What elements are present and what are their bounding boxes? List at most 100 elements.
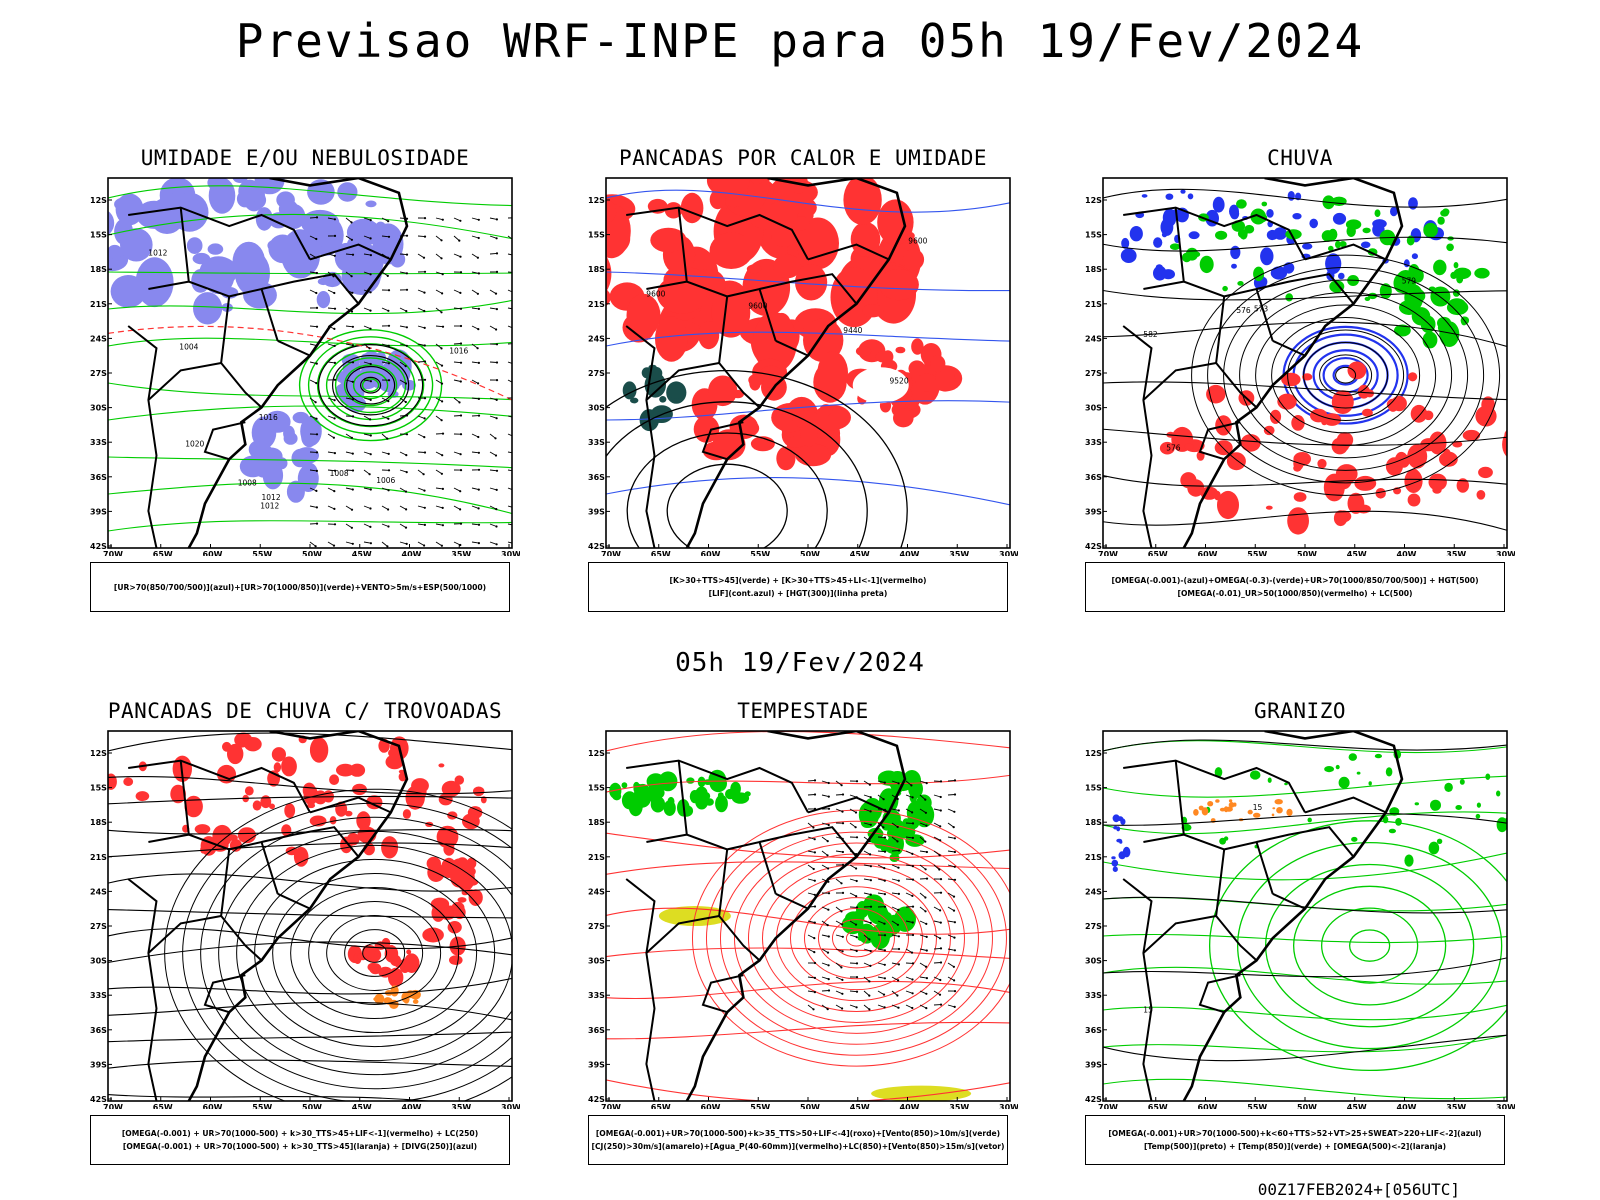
wind-vector [821, 962, 829, 966]
wind-vector [350, 275, 353, 278]
omega-green-area [1406, 235, 1415, 246]
wind-green-area [709, 775, 727, 793]
height-500-contour [1271, 316, 1421, 434]
wind-vector [897, 809, 900, 812]
wind-vector [933, 864, 940, 870]
wind-vector [855, 780, 859, 783]
wind-vector [863, 920, 871, 924]
wind-vector [351, 488, 354, 491]
wind-vector [471, 523, 480, 526]
wind-vector [387, 452, 390, 455]
wind-vector [363, 343, 370, 349]
wind-vector [435, 451, 443, 456]
wind-vector [826, 924, 829, 927]
instability-red-area [862, 304, 884, 318]
wind-vector [477, 488, 480, 491]
wind-vector [855, 906, 859, 909]
omega-green-area [1346, 225, 1356, 237]
wind-vector [807, 864, 814, 870]
wind-vector [513, 382, 515, 384]
hail-blue-area [1111, 859, 1119, 867]
wind-vector [327, 487, 335, 492]
wind-vector [812, 826, 815, 829]
wind-vector [477, 361, 480, 364]
lat-label: 18S [90, 818, 107, 827]
wind-vector [381, 433, 388, 439]
pressure-contour [360, 376, 382, 394]
humidity-blue-area [346, 218, 381, 247]
wind-vector [399, 487, 407, 492]
instability-red-area [606, 198, 617, 224]
thunder-red-area [244, 786, 254, 796]
lon-label: 40W [402, 1103, 422, 1109]
lon-label: 50W [1297, 1103, 1317, 1109]
wind-vector [423, 436, 426, 439]
temp-500-contour [1103, 957, 1507, 978]
omega-green-area [1169, 243, 1181, 250]
humidity-green-contour [108, 405, 512, 421]
wind-vector [883, 781, 886, 784]
lon-label: 50W [302, 550, 322, 556]
streamline [108, 1031, 512, 1043]
country-border [148, 833, 189, 843]
wind-vector [471, 253, 479, 259]
temp-850-contour [1307, 817, 1312, 823]
wind-vector [333, 291, 336, 295]
humidity-blue-area [110, 275, 146, 308]
wind-vector [494, 437, 497, 440]
wind-vector [835, 1004, 843, 1009]
omega-blue-area [1162, 208, 1177, 227]
temp-850-contour [1284, 782, 1288, 786]
wind-vector [813, 793, 817, 796]
wind-vector [897, 892, 900, 895]
temp-850-contour [1356, 771, 1361, 775]
wind-vector [813, 879, 816, 882]
thunder-red-area [438, 793, 453, 806]
wind-vector [363, 271, 371, 275]
humidity-blue-area [316, 291, 331, 309]
lifted-index-contour [606, 331, 1010, 347]
wind-vector [477, 397, 480, 400]
wind-green-area [856, 901, 869, 918]
wind-vector [435, 235, 442, 241]
wind-vector [423, 326, 426, 329]
wind-vector [309, 235, 317, 240]
wind-vector [841, 1007, 844, 1010]
wind-vector [869, 865, 872, 868]
humidity-green-contour [108, 271, 512, 275]
legend-caption-line: [OMEGA(-0.001)+UR>70(1000-500)+k<60+TTS>… [1108, 1129, 1482, 1138]
lc-850-contour [606, 947, 1010, 959]
wind-vector [333, 344, 336, 347]
wind-vector [423, 417, 426, 420]
wind-vector [877, 836, 886, 838]
rain-red-area [1386, 398, 1399, 410]
lat-label: 24S [1085, 887, 1102, 896]
wind-vector [911, 894, 914, 897]
lon-label: 40W [900, 550, 920, 556]
wind-vector [891, 976, 899, 981]
omega-orange-area [1233, 802, 1237, 807]
panel-pancadas-trovoadas: PANCADAS DE CHUVA C/ TROVOADAS 12S 15S 18S 2… [90, 699, 520, 1169]
wind-vector [877, 892, 885, 895]
wind-vector [471, 235, 479, 239]
wind-vector [423, 397, 427, 400]
instability-red-area [819, 404, 833, 416]
wind-vector [477, 507, 480, 510]
lat-label: 12S [588, 196, 605, 205]
wind-vector [514, 452, 516, 454]
wind-vector [441, 325, 445, 328]
lat-label: 24S [90, 887, 107, 896]
omega-green-area [1237, 281, 1244, 286]
wind-vector [905, 808, 913, 813]
wind-vector [952, 895, 956, 898]
wind-vector [309, 361, 317, 365]
wind-vector [939, 937, 942, 940]
wind-vector [417, 253, 425, 259]
height-300-contour [666, 463, 788, 548]
wind-vector [953, 979, 956, 982]
omega-orange-area [1201, 807, 1209, 816]
wind-vector [387, 400, 390, 403]
country-border [128, 759, 311, 813]
wind-vector [869, 853, 872, 856]
